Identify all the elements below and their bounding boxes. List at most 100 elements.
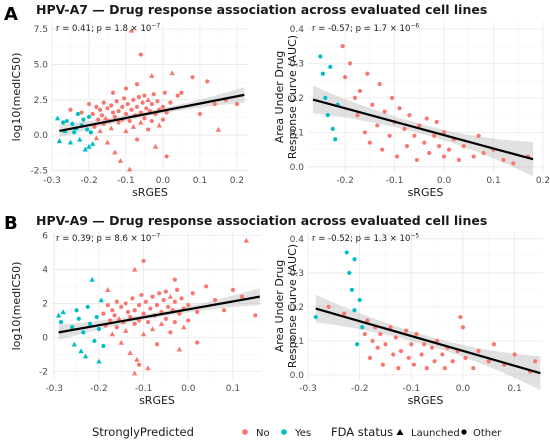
- data-point-other: [151, 92, 156, 97]
- plot-a7-auc: -0.2 -0.1 0.0 0.1 0.2 0.0 0.1 0.2 0.3 0.4 r = -0.5…: [273, 22, 550, 199]
- data-point-other: [360, 325, 365, 330]
- stat-annotation: r = 0.39; p = 8.6 × 10−7: [56, 233, 160, 245]
- data-point-other: [370, 338, 375, 343]
- y-tick-label: 0: [42, 333, 48, 343]
- data-point-other: [150, 294, 155, 299]
- data-point-other: [72, 130, 77, 135]
- data-point-other: [471, 154, 476, 159]
- data-point-other: [441, 130, 447, 135]
- data-point-other: [154, 342, 160, 347]
- data-point-launched: [130, 124, 137, 129]
- data-point-other: [388, 325, 393, 330]
- data-point-other: [325, 113, 330, 118]
- legend-title-fda: FDA status: [331, 425, 393, 439]
- data-point-launched: [128, 27, 135, 33]
- data-point-other: [367, 140, 372, 145]
- data-point-other: [511, 161, 516, 166]
- data-point-other: [328, 64, 333, 69]
- data-point-other: [440, 352, 445, 357]
- data-point-launched: [156, 122, 162, 128]
- data-point-other: [166, 304, 171, 309]
- y-axis-label: log10(medIC50): [10, 262, 23, 351]
- data-point-other: [107, 318, 113, 323]
- data-point-other: [365, 318, 370, 323]
- data-point-launched: [149, 326, 156, 332]
- x-tick-label: -0.1: [135, 384, 153, 394]
- data-point-other: [144, 106, 149, 111]
- data-point-other: [411, 362, 416, 367]
- data-point-other: [149, 101, 154, 107]
- data-point-other: [205, 79, 210, 84]
- legend-label-yes: Yes: [294, 428, 311, 439]
- data-point-other: [190, 291, 195, 296]
- x-tick-label: 0.0: [181, 384, 196, 394]
- legend-key-no: [242, 429, 248, 435]
- data-point-other: [414, 331, 419, 337]
- data-point-launched: [77, 136, 83, 142]
- data-point-other: [407, 113, 412, 118]
- data-point-other: [94, 104, 99, 110]
- data-point-other: [330, 126, 335, 131]
- x-tick-label: -0.1: [386, 176, 404, 186]
- y-tick-label: 0.4: [290, 25, 305, 35]
- data-point-other: [105, 303, 110, 308]
- data-point-launched: [134, 356, 140, 362]
- y-tick-label: 0.2: [290, 94, 304, 104]
- data-point-other: [491, 342, 497, 347]
- y-axis-label: Response Curve (AUC): [286, 35, 299, 159]
- y-tick-label: 0.0: [290, 163, 305, 173]
- panel-tag-a: A: [4, 4, 18, 25]
- x-tick-label: -0.2: [336, 176, 354, 186]
- data-point-launched: [167, 293, 174, 299]
- data-point-launched: [82, 353, 89, 359]
- data-point-launched: [102, 115, 109, 121]
- data-point-launched: [169, 70, 175, 76]
- y-axis-label: Area Under Drug: [273, 260, 286, 353]
- data-point-other: [397, 106, 402, 111]
- confidence-band: [312, 85, 534, 177]
- data-point-other: [125, 101, 130, 107]
- data-point-other: [114, 325, 119, 330]
- data-point-other: [157, 291, 162, 296]
- data-point-launched: [215, 126, 222, 132]
- data-point-other: [456, 157, 461, 163]
- data-point-other: [172, 299, 177, 304]
- data-point-launched: [89, 140, 96, 146]
- data-point-other: [168, 100, 173, 105]
- data-point-other: [424, 116, 429, 121]
- data-point-launched: [138, 119, 144, 125]
- data-point-other: [186, 303, 191, 308]
- legend-key-launched: [396, 429, 404, 435]
- legend: StronglyPredicted No Yes FDA status Laun…: [92, 425, 502, 439]
- data-point-other: [137, 362, 142, 367]
- data-point-other: [129, 107, 134, 112]
- data-point-other: [367, 355, 373, 360]
- data-point-other: [362, 130, 367, 135]
- data-point-other: [132, 321, 137, 326]
- plot-a9-auc: -0.3 -0.2 -0.1 0.0 0.1 0.0 0.1 0.2 0.3 0.4 r = -0.…: [273, 232, 543, 407]
- data-point-other: [143, 299, 148, 304]
- data-point-other: [75, 111, 80, 117]
- y-axis-label: Response Curve (AUC): [286, 244, 299, 368]
- data-point-other: [90, 111, 95, 117]
- data-point-other: [92, 124, 97, 129]
- data-point-other: [137, 318, 142, 323]
- data-point-other: [141, 258, 146, 264]
- data-point-other: [105, 106, 110, 111]
- data-point-other: [145, 320, 151, 325]
- data-point-other: [212, 101, 217, 107]
- data-point-other: [404, 328, 409, 333]
- data-point-other: [96, 117, 101, 122]
- data-point-other: [155, 99, 160, 104]
- data-point-other: [163, 316, 169, 321]
- y-tick-label: 0.3: [290, 59, 304, 69]
- data-point-other: [96, 326, 102, 332]
- data-point-other: [476, 348, 481, 354]
- data-point-other: [190, 75, 195, 80]
- data-point-other: [162, 90, 167, 95]
- x-tick-label: -0.3: [45, 384, 63, 394]
- data-point-other: [380, 147, 385, 152]
- data-point-other: [116, 120, 121, 125]
- data-point-other: [382, 109, 387, 114]
- data-point-other: [120, 104, 125, 110]
